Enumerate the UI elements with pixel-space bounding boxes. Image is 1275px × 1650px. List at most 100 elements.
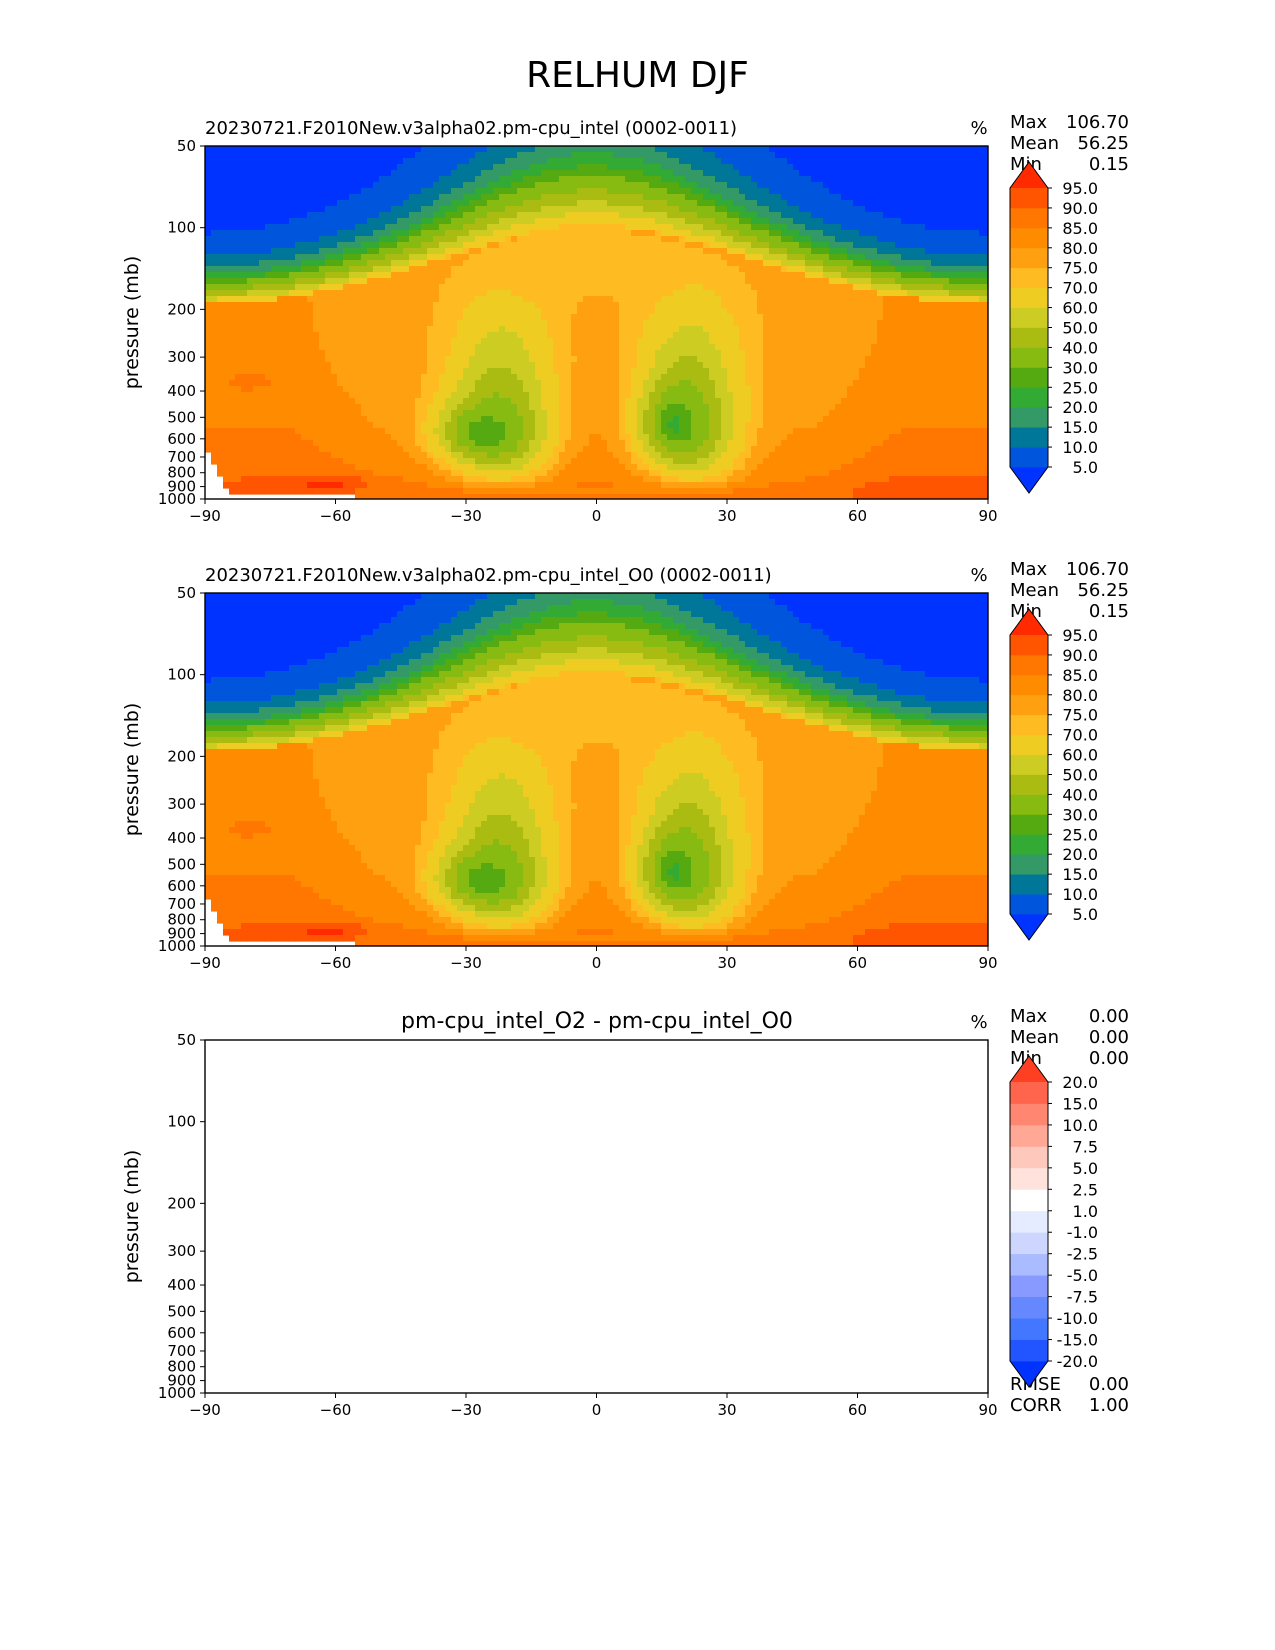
contour-cell: [367, 368, 374, 375]
contour-cell: [397, 392, 404, 399]
contour-cell: [685, 422, 692, 429]
contour-cell: [697, 302, 704, 309]
contour-cell: [415, 254, 422, 261]
contour-cell: [343, 236, 350, 243]
contour-cell: [403, 320, 410, 327]
contour-cell: [409, 458, 416, 465]
contour-cell: [535, 248, 542, 255]
contour-cell: [667, 404, 674, 411]
contour-cell: [205, 374, 212, 381]
contour-cell: [535, 296, 542, 303]
contour-cell: [343, 200, 350, 207]
contour-cell: [703, 374, 710, 381]
contour-cell: [493, 428, 500, 435]
contour-cell: [607, 260, 614, 267]
contour-cell: [391, 326, 398, 333]
contour-cell: [607, 452, 614, 459]
contour-cell: [649, 434, 656, 441]
contour-cell: [253, 296, 260, 303]
contour-cell: [253, 206, 260, 213]
contour-cell: [601, 368, 608, 375]
contour-cell: [343, 260, 350, 267]
contour-cell: [679, 260, 686, 267]
contour-cell: [313, 146, 320, 153]
contour-cell: [367, 152, 374, 159]
contour-cell: [505, 314, 512, 321]
contour-cell: [589, 188, 596, 195]
contour-cell: [337, 206, 344, 213]
contour-cell: [277, 410, 284, 417]
contour-cell: [661, 236, 668, 243]
contour-cell: [265, 386, 272, 393]
contour-cell: [361, 260, 368, 267]
contour-cell: [235, 482, 242, 489]
contour-cell: [613, 188, 620, 195]
contour-cell: [361, 314, 368, 321]
contour-cell: [427, 458, 434, 465]
contour-cell: [589, 218, 596, 225]
contour-cell: [487, 146, 494, 153]
contour-cell: [439, 176, 446, 183]
contour-cell: [535, 332, 542, 339]
contour-cell: [283, 446, 290, 453]
contour-cell: [415, 326, 422, 333]
contour-cell: [631, 458, 638, 465]
contour-cell: [487, 176, 494, 183]
contour-cell: [571, 254, 578, 261]
contour-cell: [457, 236, 464, 243]
contour-cell: [271, 218, 278, 225]
contour-cell: [223, 332, 230, 339]
contour-cell: [469, 320, 476, 327]
contour-cell: [373, 164, 380, 171]
contour-cell: [637, 476, 644, 483]
contour-cell: [691, 374, 698, 381]
contour-cell: [571, 290, 578, 297]
contour-cell: [499, 470, 506, 477]
contour-cell: [217, 380, 224, 387]
contour-cell: [577, 428, 584, 435]
contour-cell: [439, 476, 446, 483]
contour-cell: [307, 344, 314, 351]
contour-cell: [625, 488, 632, 495]
contour-cell: [385, 440, 392, 447]
contour-cell: [421, 368, 428, 375]
contour-cell: [643, 482, 650, 489]
contour-cell: [295, 344, 302, 351]
contour-cell: [421, 374, 428, 381]
contour-cell: [697, 320, 704, 327]
contour-cell: [247, 386, 254, 393]
contour-cell: [523, 368, 530, 375]
contour-cell: [643, 422, 650, 429]
contour-cell: [421, 236, 428, 243]
contour-cell: [205, 392, 212, 399]
contour-cell: [331, 194, 338, 201]
contour-cell: [709, 434, 716, 441]
contour-cell: [235, 182, 242, 189]
contour-cell: [487, 350, 494, 357]
contour-cell: [517, 272, 524, 279]
contour-cell: [649, 158, 656, 165]
contour-cell: [379, 308, 386, 315]
contour-cell: [313, 350, 320, 357]
contour-cell: [361, 212, 368, 219]
contour-cell: [463, 494, 470, 499]
contour-cell: [463, 266, 470, 273]
contour-cell: [589, 428, 596, 435]
contour-cell: [445, 464, 452, 471]
contour-cell: [685, 368, 692, 375]
contour-cell: [211, 380, 218, 387]
contour-cell: [601, 260, 608, 267]
contour-cell: [451, 440, 458, 447]
contour-cell: [565, 398, 572, 405]
contour-cell: [415, 218, 422, 225]
contour-cell: [343, 446, 350, 453]
contour-cell: [403, 338, 410, 345]
contour-cell: [691, 344, 698, 351]
contour-cell: [283, 266, 290, 273]
contour-cell: [625, 278, 632, 285]
contour-cell: [481, 158, 488, 165]
contour-cell: [547, 254, 554, 261]
contour-cell: [457, 146, 464, 153]
contour-cell: [679, 278, 686, 285]
contour-cell: [403, 488, 410, 495]
